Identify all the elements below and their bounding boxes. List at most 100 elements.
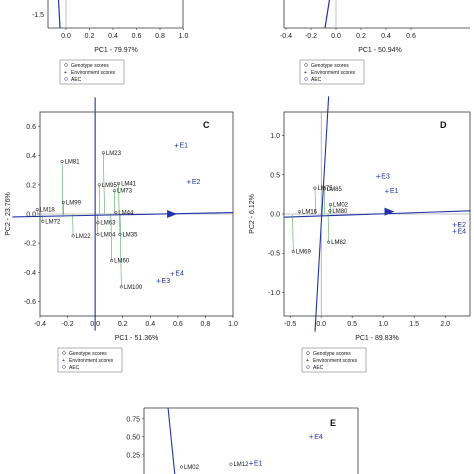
- genotype-projection: [292, 214, 294, 252]
- genotype-label: LM02: [333, 203, 349, 209]
- genotype-point: [41, 219, 45, 223]
- panel-e-aec-line: [167, 407, 176, 474]
- panel-d-xtick-label: 1.0: [378, 321, 388, 328]
- environment-point: [384, 189, 389, 194]
- panel-c-aec-arrow: [167, 210, 178, 218]
- panel-a-aec-line: [57, 0, 61, 29]
- environment-marker: +: [304, 70, 307, 76]
- panel-c-xtick-label: 0.6: [173, 321, 183, 328]
- genotype-point: [119, 285, 123, 289]
- panel-b-aec-line: [324, 0, 331, 29]
- panel-b-xlabel: PC1 - 50.94%: [358, 47, 402, 54]
- environment-point: [452, 222, 457, 227]
- panel-a-xtick-label: 0.6: [132, 33, 142, 40]
- genotype-projection: [327, 213, 329, 243]
- genotype-label: LM63: [100, 221, 116, 227]
- genotype-projection: [61, 161, 64, 215]
- genotype-point: [112, 189, 116, 193]
- panel-a-xtick-label: 0.4: [108, 33, 118, 40]
- panel-b-xtick-label: 0.0: [331, 33, 341, 40]
- panel-c-aec-abscissa: [12, 211, 234, 218]
- panel-d-xtick-label: 1.5: [409, 321, 419, 328]
- genotype-projection: [110, 213, 112, 261]
- panel-d-xtick-label: 0.5: [347, 321, 357, 328]
- aec-marker: [64, 77, 68, 81]
- environment-point: [309, 434, 314, 439]
- panel-d-aec-ordinate: [314, 96, 330, 332]
- genotype-projection: [119, 213, 122, 287]
- environment-label: E1: [254, 460, 263, 467]
- panel-d-xtick-label: -0.5: [284, 321, 296, 328]
- environment-point: [249, 461, 253, 466]
- panel-c-ytick-label: -0.6: [24, 299, 36, 306]
- genotype-marker: [64, 63, 68, 67]
- environment-label: E1: [179, 143, 188, 150]
- genotype-point: [60, 159, 64, 164]
- panel-e-ytick-label: 0.50: [126, 434, 140, 441]
- genotype-label: LM100: [124, 285, 143, 291]
- panel-d-letter: D: [440, 120, 447, 130]
- panel-c-xtick-label: -0.4: [34, 321, 46, 328]
- panel-c-xtick-label: -0.2: [62, 321, 74, 328]
- genotype-label: LM99: [66, 200, 82, 206]
- genotype-point: [327, 240, 331, 244]
- genotype-label: LM72: [45, 219, 61, 225]
- environment-label: E4: [175, 271, 184, 278]
- legend-environment: Environment scores: [71, 70, 116, 76]
- environment-point: [174, 143, 179, 148]
- panel-c-xtick-label: 0.2: [118, 321, 128, 328]
- panel-c-ytick-label: 0.2: [26, 182, 36, 189]
- panel-d-xlabel: PC1 - 89.83%: [355, 335, 399, 342]
- panel-c-xtick-label: 0.4: [145, 321, 155, 328]
- panel-d-ytick-label: -1.0: [268, 290, 280, 297]
- panel-c-ytick-label: 0.4: [26, 153, 36, 160]
- panel-b-xtick-label: -0.2: [305, 33, 317, 40]
- genotype-label: LM04: [100, 232, 116, 238]
- panel-d-xtick-label: 0.0: [316, 321, 326, 328]
- genotype-point: [61, 200, 65, 204]
- genotype-projection: [99, 184, 101, 214]
- genotype-point: [71, 234, 75, 238]
- environment-point: [186, 179, 191, 184]
- panel-a-xtick-label: 0.8: [155, 33, 165, 40]
- legend-box: [301, 347, 367, 373]
- environment-marker: +: [62, 358, 65, 364]
- genotype-label: LM69: [296, 250, 312, 256]
- genotype-point: [179, 465, 183, 469]
- panel-c-letter: C: [203, 120, 210, 130]
- genotype-point: [328, 209, 332, 213]
- environment-marker: +: [306, 358, 309, 364]
- genotype-projection: [118, 183, 120, 214]
- environment-point: [376, 174, 381, 179]
- panel-c-ylabel: PC2 - 23.76%: [5, 192, 12, 236]
- panel-d-ytick-label: 1.0: [270, 133, 280, 140]
- panel-c-ytick-label: 0.6: [26, 124, 36, 131]
- genotype-label: LM18: [40, 208, 56, 214]
- environment-label: E3: [381, 173, 390, 180]
- genotype-label: LM60: [114, 259, 130, 265]
- panel-d-ytick-label: -0.5: [268, 251, 280, 258]
- genotype-label: LM44: [118, 211, 134, 217]
- genotype-label: LM12: [233, 462, 249, 468]
- panel-b-xtick-label: 0.4: [381, 33, 391, 40]
- genotype-point: [117, 181, 121, 185]
- genotype-point: [313, 186, 317, 190]
- panel-e-ytick-label: 0.25: [126, 452, 140, 459]
- genotype-label: LM85: [327, 187, 343, 193]
- legend-box: [59, 59, 125, 85]
- genotype-label: LM35: [122, 232, 138, 238]
- panel-d-ytick-label: 0.5: [270, 172, 280, 179]
- genotype-label: LM41: [121, 181, 137, 187]
- panel-c-xlabel: PC1 - 51.36%: [115, 335, 159, 342]
- environment-point: [170, 271, 175, 276]
- legend-environment: Environment scores: [311, 70, 356, 76]
- panel-c-ytick-label: -0.2: [24, 241, 36, 248]
- genotype-marker: [62, 351, 66, 355]
- panel-c-xtick-label: 0.8: [201, 321, 211, 328]
- genotype-point: [96, 232, 100, 236]
